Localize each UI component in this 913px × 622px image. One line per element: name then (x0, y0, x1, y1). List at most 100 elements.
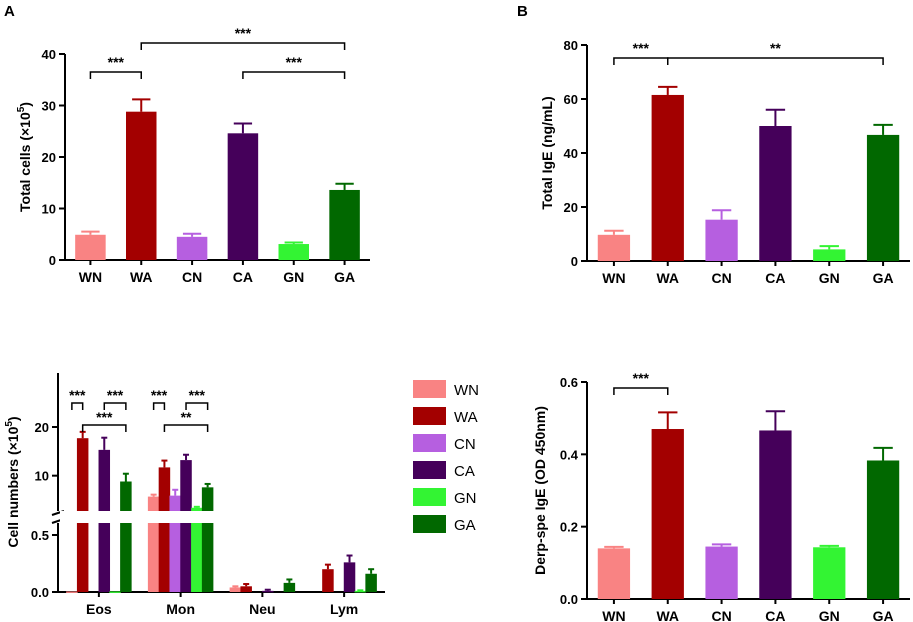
bar-ga (866, 460, 900, 599)
bar-gn (813, 547, 846, 599)
legend-swatch-wn (413, 380, 446, 398)
significance-bracket (613, 57, 669, 65)
bar-gn (278, 244, 309, 260)
bar-mon-cn (169, 495, 181, 592)
x-tick-label: WN (602, 608, 625, 622)
x-tick-label: GN (819, 270, 840, 286)
y-tick-label: 0.0 (560, 592, 578, 607)
bar-ga (329, 189, 360, 260)
x-tick-label: GA (334, 269, 355, 285)
bar-neu-wa (240, 586, 252, 592)
bar-cn (705, 219, 738, 261)
panel-label-b: B (517, 3, 528, 20)
significance-label: *** (69, 387, 86, 403)
y-tick-label: 60 (564, 92, 578, 107)
legend-label-ga: GA (454, 517, 476, 534)
significance-label: ** (770, 40, 781, 56)
y-tick-label: 0.0 (31, 585, 49, 600)
y-tick-label: 0.6 (560, 375, 578, 390)
legend-label-wn: WN (454, 382, 479, 399)
significance-bracket (89, 71, 142, 79)
significance-label: *** (107, 387, 124, 403)
x-tick-label: WA (656, 608, 679, 622)
y-axis-label: Total IgE (ng/mL) (539, 96, 555, 209)
x-tick-label: GN (819, 608, 840, 622)
axis-break-gap (60, 511, 387, 523)
x-tick-label: WA (130, 269, 153, 285)
significance-label: *** (96, 409, 113, 425)
bar-neu-ca (262, 590, 274, 593)
y-axis-label: Derp-spe IgE (OD 450nm) (532, 406, 548, 575)
legend-swatch-wa (413, 407, 446, 425)
y-tick-label: 40 (42, 47, 56, 62)
bar-cn (705, 546, 738, 599)
y-tick-label: 0 (571, 254, 578, 269)
legend: WN WA CN CA GN GA (413, 380, 479, 534)
bar-neu-wn (229, 587, 242, 592)
x-tick-label: GA (873, 270, 894, 286)
bar-wn (597, 234, 631, 261)
bar-gn (813, 249, 846, 261)
bar-wa (126, 111, 157, 261)
x-tick-label: GA (873, 608, 894, 622)
y-axis-label: Total cells (×105) (16, 102, 33, 212)
y-tick-label: 20 (35, 420, 49, 435)
bar-wa (651, 94, 684, 261)
y-tick-label: 0.4 (560, 447, 579, 462)
significance-label: *** (633, 40, 650, 56)
significance-bracket (140, 42, 346, 50)
bar-wn (597, 548, 631, 599)
significance-bracket (81, 424, 127, 432)
significance-label: *** (189, 387, 206, 403)
bar-ca (759, 126, 792, 261)
bar-eos-ga (120, 481, 132, 592)
legend-label-wa: WA (454, 409, 478, 426)
bar-lym-ca (343, 562, 356, 592)
y-tick-label: 80 (564, 38, 578, 53)
y-tick-label: 40 (564, 146, 578, 161)
bar-mon-wa (158, 467, 171, 592)
x-tick-label: Neu (249, 601, 275, 617)
bar-mon-ca (180, 460, 192, 592)
chart-derp-ige: 0.0 0.2 0.4 0.6 WN WA CN CA GN GA *** Derp-spe IgE … (532, 370, 910, 622)
significance-label: *** (108, 54, 125, 70)
bar-wa (651, 429, 684, 599)
bar-neu-ga (283, 582, 296, 592)
bar-lym-ga (365, 573, 377, 592)
x-tick-label: WN (602, 270, 625, 286)
x-tick-label: WN (79, 269, 102, 285)
significance-bracket (667, 57, 884, 65)
y-tick-label: 10 (42, 202, 56, 217)
y-tick-label: 20 (564, 200, 578, 215)
bar-mon-wn (147, 496, 160, 592)
bar-lym-gn (354, 590, 367, 593)
panel-label-a: A (4, 3, 15, 20)
legend-swatch-gn (413, 488, 446, 506)
significance-label: *** (235, 25, 252, 41)
significance-label: *** (633, 370, 650, 386)
y-tick-label: 0 (49, 253, 56, 268)
bar-mon-gn (191, 507, 203, 592)
significance-bracket (103, 402, 127, 410)
chart-total-cells: 0 10 20 30 40 WN WA CN CA GN GA *** *** *** Total cell… (16, 25, 370, 285)
x-tick-label: CN (711, 270, 731, 286)
significance-bracket (163, 424, 209, 432)
x-tick-label: Lym (330, 601, 358, 617)
significance-label: *** (286, 54, 303, 70)
significance-label: *** (151, 387, 168, 403)
x-tick-label: CA (233, 269, 253, 285)
bar-cn (176, 236, 208, 260)
y-tick-label: 20 (42, 150, 56, 165)
legend-label-gn: GN (454, 490, 477, 507)
significance-bracket (242, 71, 346, 79)
bar-lym-wa (322, 569, 334, 592)
significance-bracket (71, 402, 84, 410)
bar-eos-wn (66, 591, 78, 593)
x-tick-label: Mon (166, 601, 195, 617)
significance-bracket (185, 402, 209, 410)
bar-ca (759, 430, 792, 599)
bar-mon-ga (201, 487, 214, 592)
